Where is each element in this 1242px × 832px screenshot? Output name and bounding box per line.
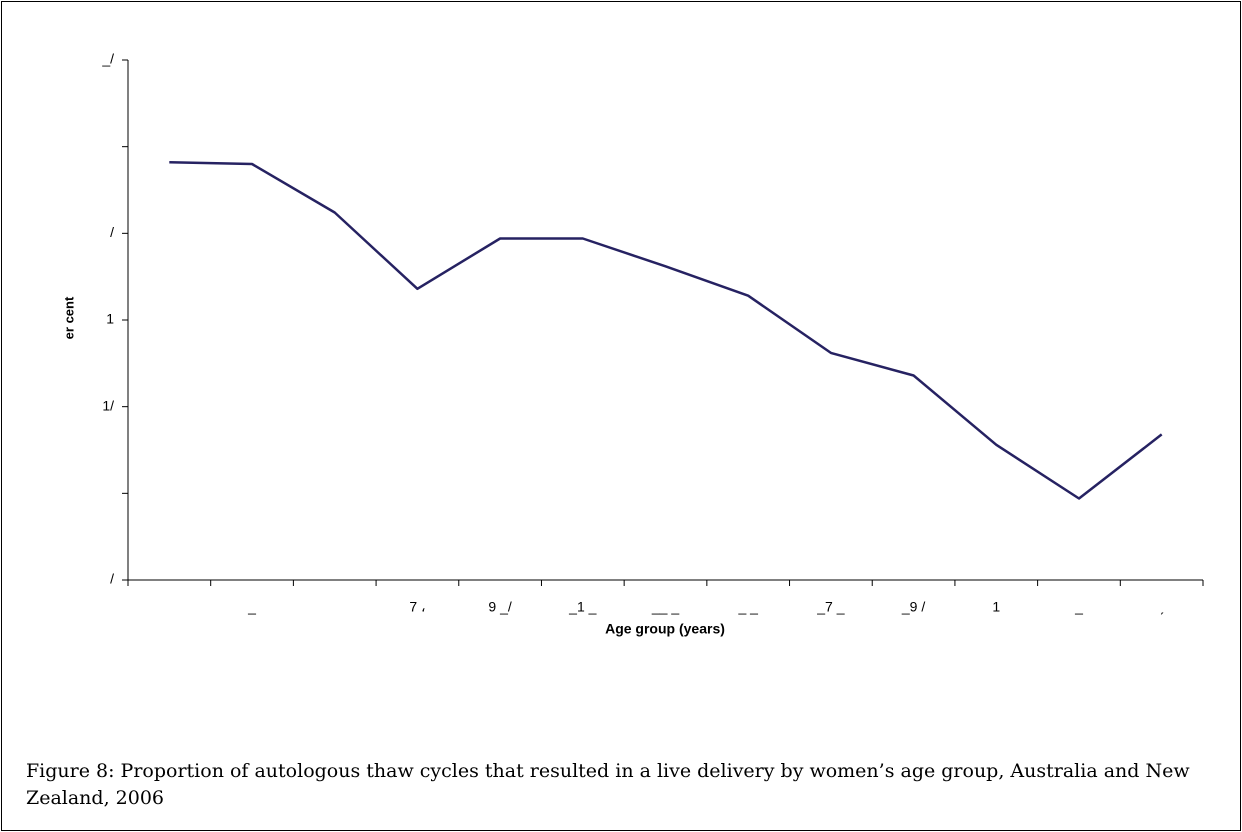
y-axis-label: er cent [61,296,76,339]
x-tick-label: 1 [992,599,1000,615]
x-tick-label: 9 _/ [488,599,511,615]
x-tick-label: _9 / [901,599,925,615]
y-tick-label: / [110,571,114,587]
x-tick-label: _ [1074,599,1083,615]
y-tick-label: / [110,224,114,240]
x-tick-label: _1 _ [568,599,596,615]
x-tick-label: _ [247,599,256,615]
caption: Figure 8: Proportion of autologous thaw … [26,760,1190,809]
x-tick-label: ˏ [1159,599,1164,615]
x-tick-label: 7 ، [409,599,425,615]
x-tick-label: __ _ [651,599,679,615]
x-axis-label: Age group (years) [605,621,725,637]
y-tick-label: _/ [101,51,114,67]
y-tick-label: 1/ [102,397,114,413]
x-tick-label: _ _ [737,599,758,615]
y-tick-label: 1 [106,311,114,327]
data-line [169,161,1163,500]
x-tick-label: _7 _ [816,599,844,615]
